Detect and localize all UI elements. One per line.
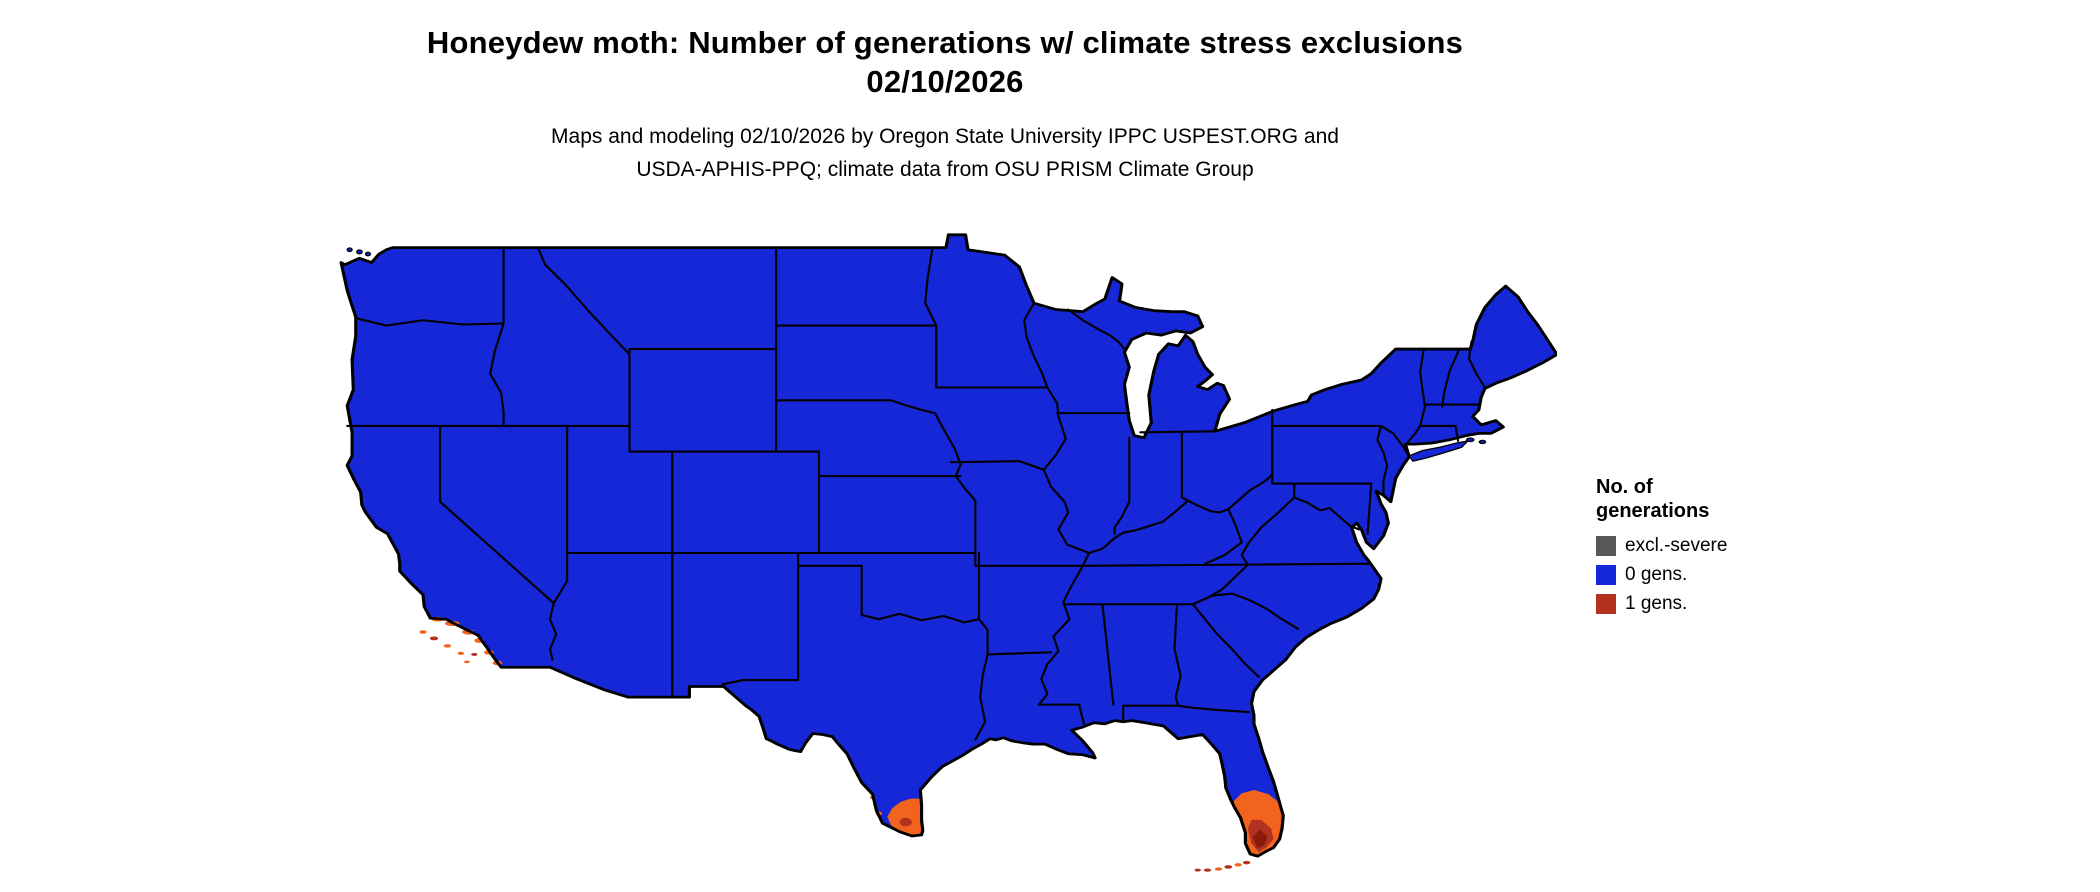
florida-keys-dots — [1194, 860, 1251, 872]
legend-title-line2: generations — [1596, 499, 1710, 522]
puget-island — [366, 252, 371, 255]
strait-island — [347, 248, 352, 251]
legend-swatch-excl-severe — [1596, 536, 1616, 557]
exclusion-south-texas-core — [899, 817, 912, 827]
map-legend: No. of generations excl.-severe 0 gens. … — [1596, 476, 1836, 622]
map-title-line1: Honeydew moth: Number of generations w/ … — [426, 25, 1464, 60]
legend-label-1-gens: 1 gens. — [1625, 593, 1688, 615]
legend-title-line1: No. of — [1596, 476, 1653, 498]
map-title-line2: 02/10/2026 — [866, 63, 1024, 99]
legend-item-excl-severe: excl.-severe — [1596, 535, 1836, 557]
figure-header: Honeydew moth: Number of generations w/ … — [200, 24, 1690, 187]
long-island — [1409, 441, 1468, 461]
us-map-container — [335, 222, 1557, 884]
map-subtitle: Maps and modeling 02/10/2026 by Oregon S… — [200, 120, 1690, 187]
legend-swatch-1-gens — [1596, 594, 1616, 615]
legend-label-0-gens: 0 gens. — [1625, 564, 1688, 586]
map-subtitle-line2: USDA-APHIS-PPQ; climate data from OSU PR… — [636, 158, 1254, 182]
legend-label-excl-severe: excl.-severe — [1625, 535, 1728, 557]
legend-item-1-gens: 1 gens. — [1596, 593, 1836, 615]
us-generations-map — [339, 233, 1557, 872]
exclusion-south-florida-tip — [1252, 829, 1268, 849]
state-borders — [347, 248, 1485, 740]
marthas-vineyard — [1467, 438, 1474, 441]
san-juan-island — [357, 250, 362, 254]
legend-title: No. of generations — [1596, 476, 1836, 523]
coastal-islands — [347, 248, 1485, 461]
map-subtitle-line1: Maps and modeling 02/10/2026 by Oregon S… — [551, 124, 1339, 148]
legend-item-0-gens: 0 gens. — [1596, 564, 1836, 586]
exclusion-south-texas — [887, 798, 923, 836]
nantucket — [1479, 440, 1485, 443]
legend-swatch-0-gens — [1596, 565, 1616, 586]
